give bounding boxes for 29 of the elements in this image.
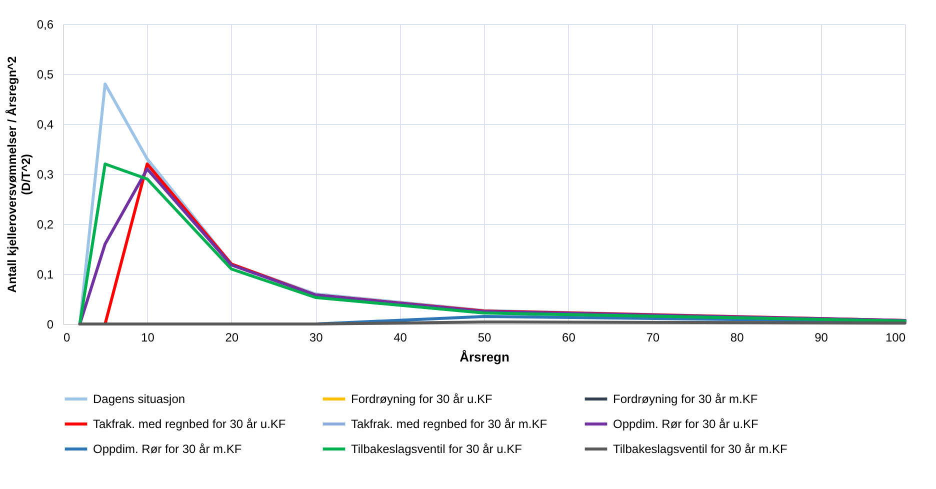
x-tick-label: 60 bbox=[562, 330, 576, 344]
legend-label: Takfrak. med regnbed for 30 år m.KF bbox=[351, 417, 548, 431]
legend-label: Oppdim. Rør for 30 år u.KF bbox=[613, 417, 758, 431]
x-tick-label: 90 bbox=[814, 330, 828, 344]
x-tick-label: 50 bbox=[478, 330, 492, 344]
y-tick-label: 0,1 bbox=[36, 268, 54, 282]
x-tick-label: 80 bbox=[730, 330, 744, 344]
legend-label: Fordrøyning for 30 år u.KF bbox=[351, 392, 492, 406]
x-tick-label: 100 bbox=[885, 330, 906, 344]
legend-label: Oppdim. Rør for 30 år m.KF bbox=[93, 442, 242, 456]
x-tick-label: 40 bbox=[394, 330, 408, 344]
y-axis-title: Antall kjelleroversvømmelser / Årsregn^2 (D/T^2) bbox=[4, 56, 33, 293]
x-tick-label: 70 bbox=[646, 330, 660, 344]
x-axis-title: Årsregn bbox=[460, 350, 510, 364]
y-tick-label: 0,6 bbox=[36, 18, 54, 32]
y-tick-label: 0,4 bbox=[36, 118, 54, 132]
legend-label: Fordrøyning for 30 år m.KF bbox=[613, 392, 758, 406]
legend-label: Dagens situasjon bbox=[93, 392, 186, 406]
legend-label: Tilbakeslagsventil for 30 år m.KF bbox=[613, 442, 788, 456]
y-tick-label: 0,5 bbox=[36, 68, 54, 82]
x-tick-label: 30 bbox=[309, 330, 324, 344]
x-tick-label: 10 bbox=[141, 330, 155, 344]
y-tick-label: 0,3 bbox=[36, 168, 54, 182]
legend-label: Tilbakeslagsventil for 30 år u.KF bbox=[351, 442, 522, 456]
x-tick-label: 0 bbox=[64, 330, 70, 344]
y-tick-label: 0,2 bbox=[36, 218, 54, 232]
legend-label: Takfrak. med regnbed for 30 år u.KF bbox=[93, 417, 286, 431]
y-tick-label: 0 bbox=[46, 318, 54, 332]
x-tick-label: 20 bbox=[225, 330, 239, 344]
